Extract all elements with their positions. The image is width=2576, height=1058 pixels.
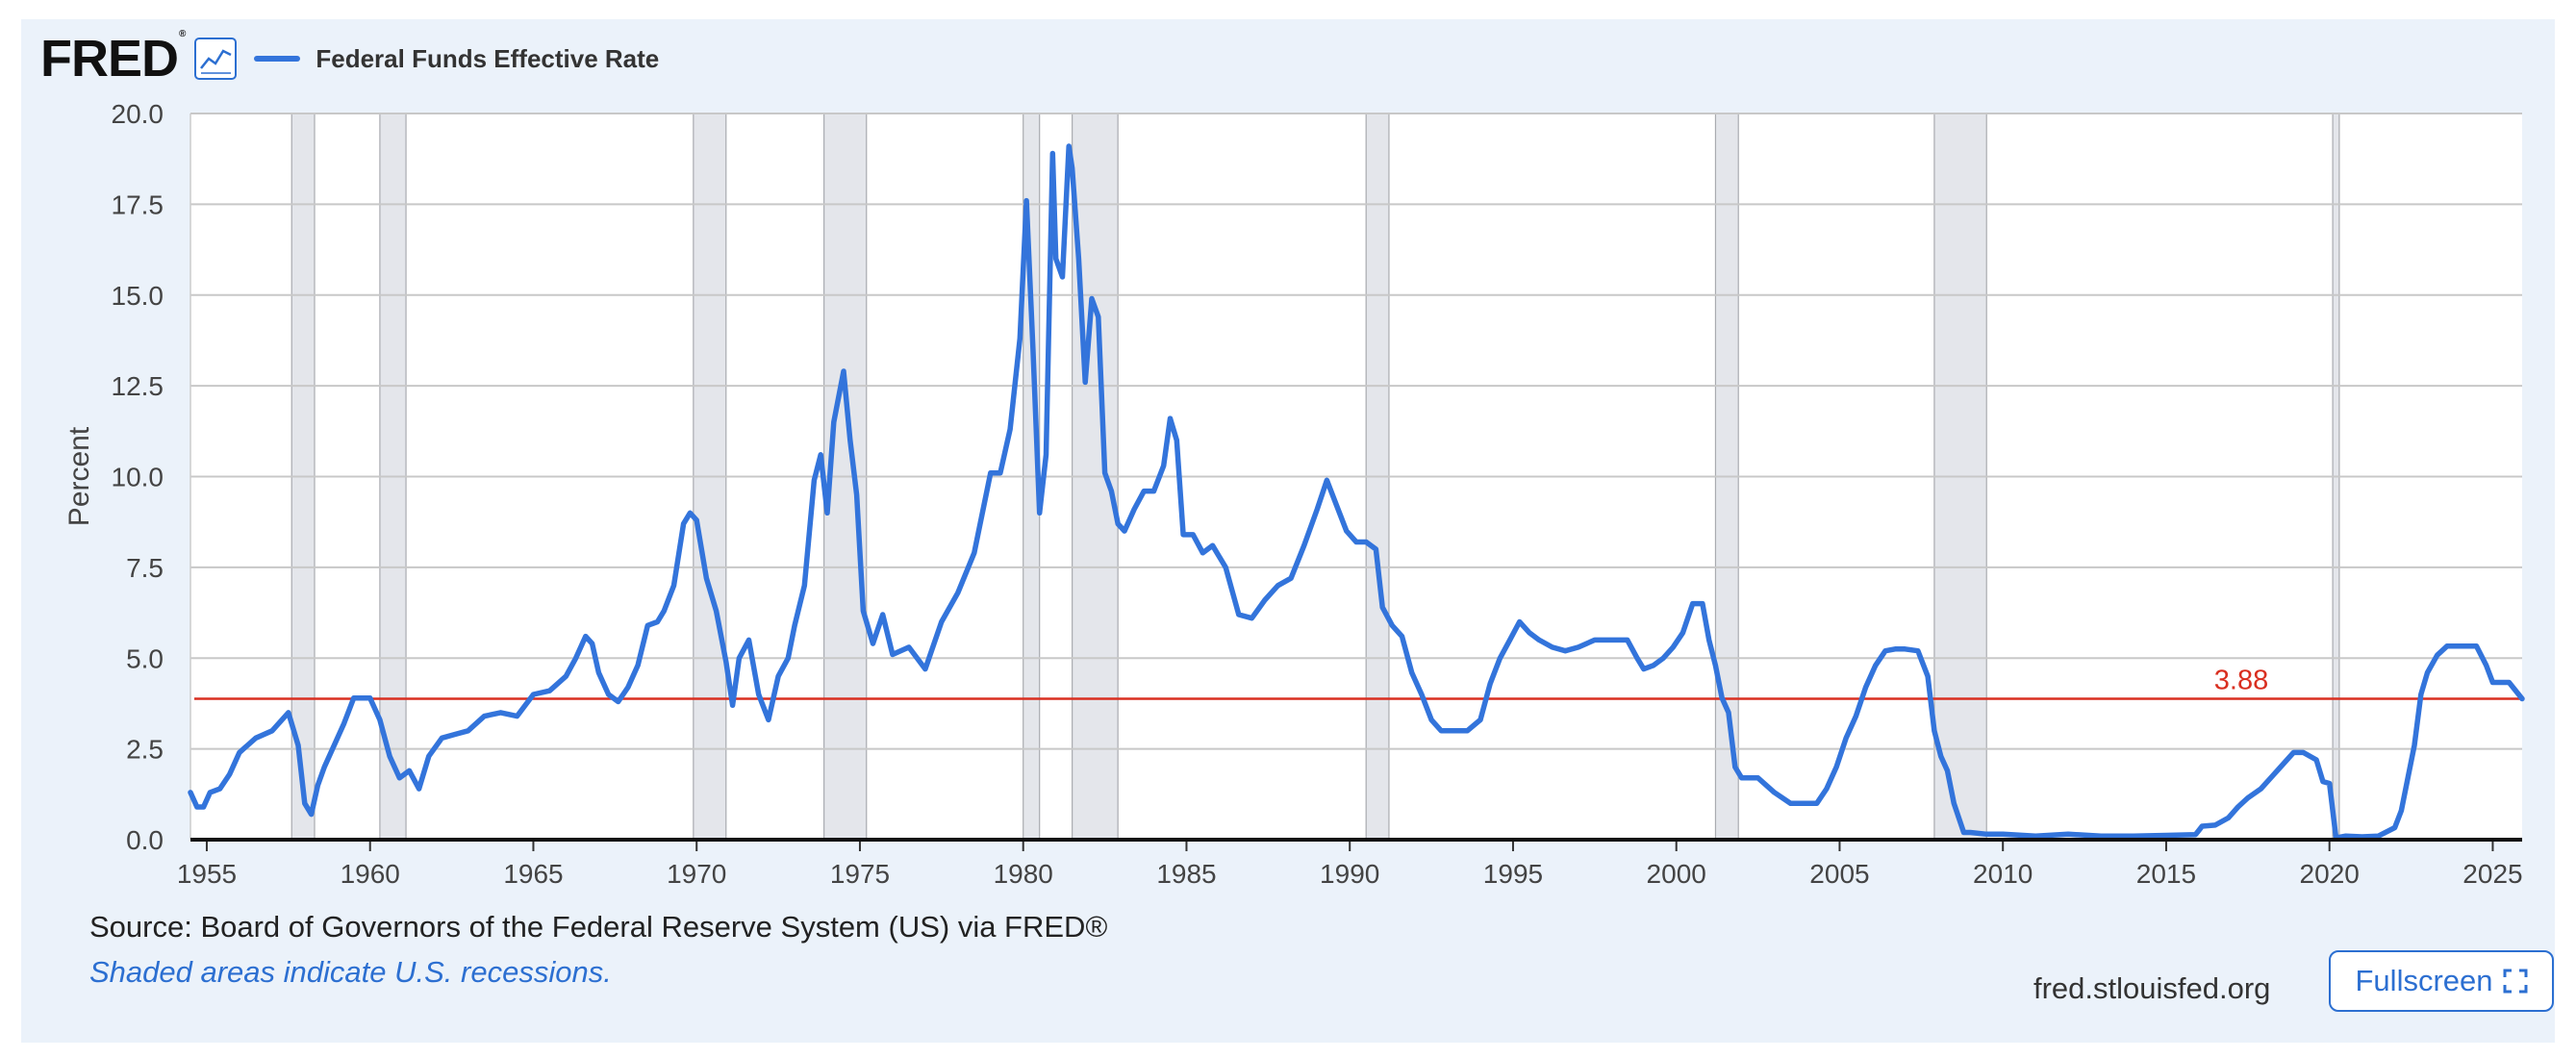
x-tick-label: 1985 [1156,859,1216,889]
x-tick-label: 2015 [2136,859,2196,889]
series-line [188,143,2525,841]
x-tick-label: 1965 [503,859,563,889]
y-tick-label: 2.5 [126,735,164,765]
legend-swatch [254,56,301,62]
x-tick-label: 1955 [177,859,237,889]
y-tick-label: 17.5 [112,189,164,219]
source-text: Source: Board of Governors of the Federa… [89,910,1108,944]
line-graph-icon[interactable] [194,38,238,80]
x-tick-label: 1980 [994,859,1053,889]
site-url[interactable]: fred.stlouisfed.org [2033,971,2271,1005]
x-tick-label: 2005 [1809,859,1869,889]
y-tick-label: 7.5 [126,553,164,583]
x-tick-label: 2020 [2300,859,2360,889]
y-tick-label: 5.0 [126,643,164,673]
x-tick-label: 1960 [341,859,400,889]
x-tick-label: 1990 [1320,859,1379,889]
y-tick-label: 20.0 [112,99,164,129]
y-tick-label: 10.0 [112,463,164,492]
y-axis-label: Percent [63,426,95,526]
fullscreen-button[interactable]: Fullscreen [2329,950,2554,1012]
x-tick-label: 2010 [1973,859,2033,889]
chart-header: FRED® Federal Funds Effective Rate [40,29,660,88]
reference-line-label: 3.88 [2214,666,2268,696]
legend-label[interactable]: Federal Funds Effective Rate [316,43,660,73]
recession-note: Shaded areas indicate U.S. recessions. [89,955,612,989]
x-tick-label: 1970 [667,859,726,889]
y-tick-label: 15.0 [112,281,164,311]
y-tick-label: 0.0 [126,825,164,855]
y-tick-label: 12.5 [112,371,164,401]
x-tick-label: 1995 [1483,859,1543,889]
x-tick-label: 1975 [830,859,890,889]
x-tick-label: 2025 [2462,859,2522,889]
fullscreen-icon [2503,969,2527,994]
x-tick-label: 2000 [1647,859,1706,889]
fred-logo[interactable]: FRED® [40,29,186,88]
